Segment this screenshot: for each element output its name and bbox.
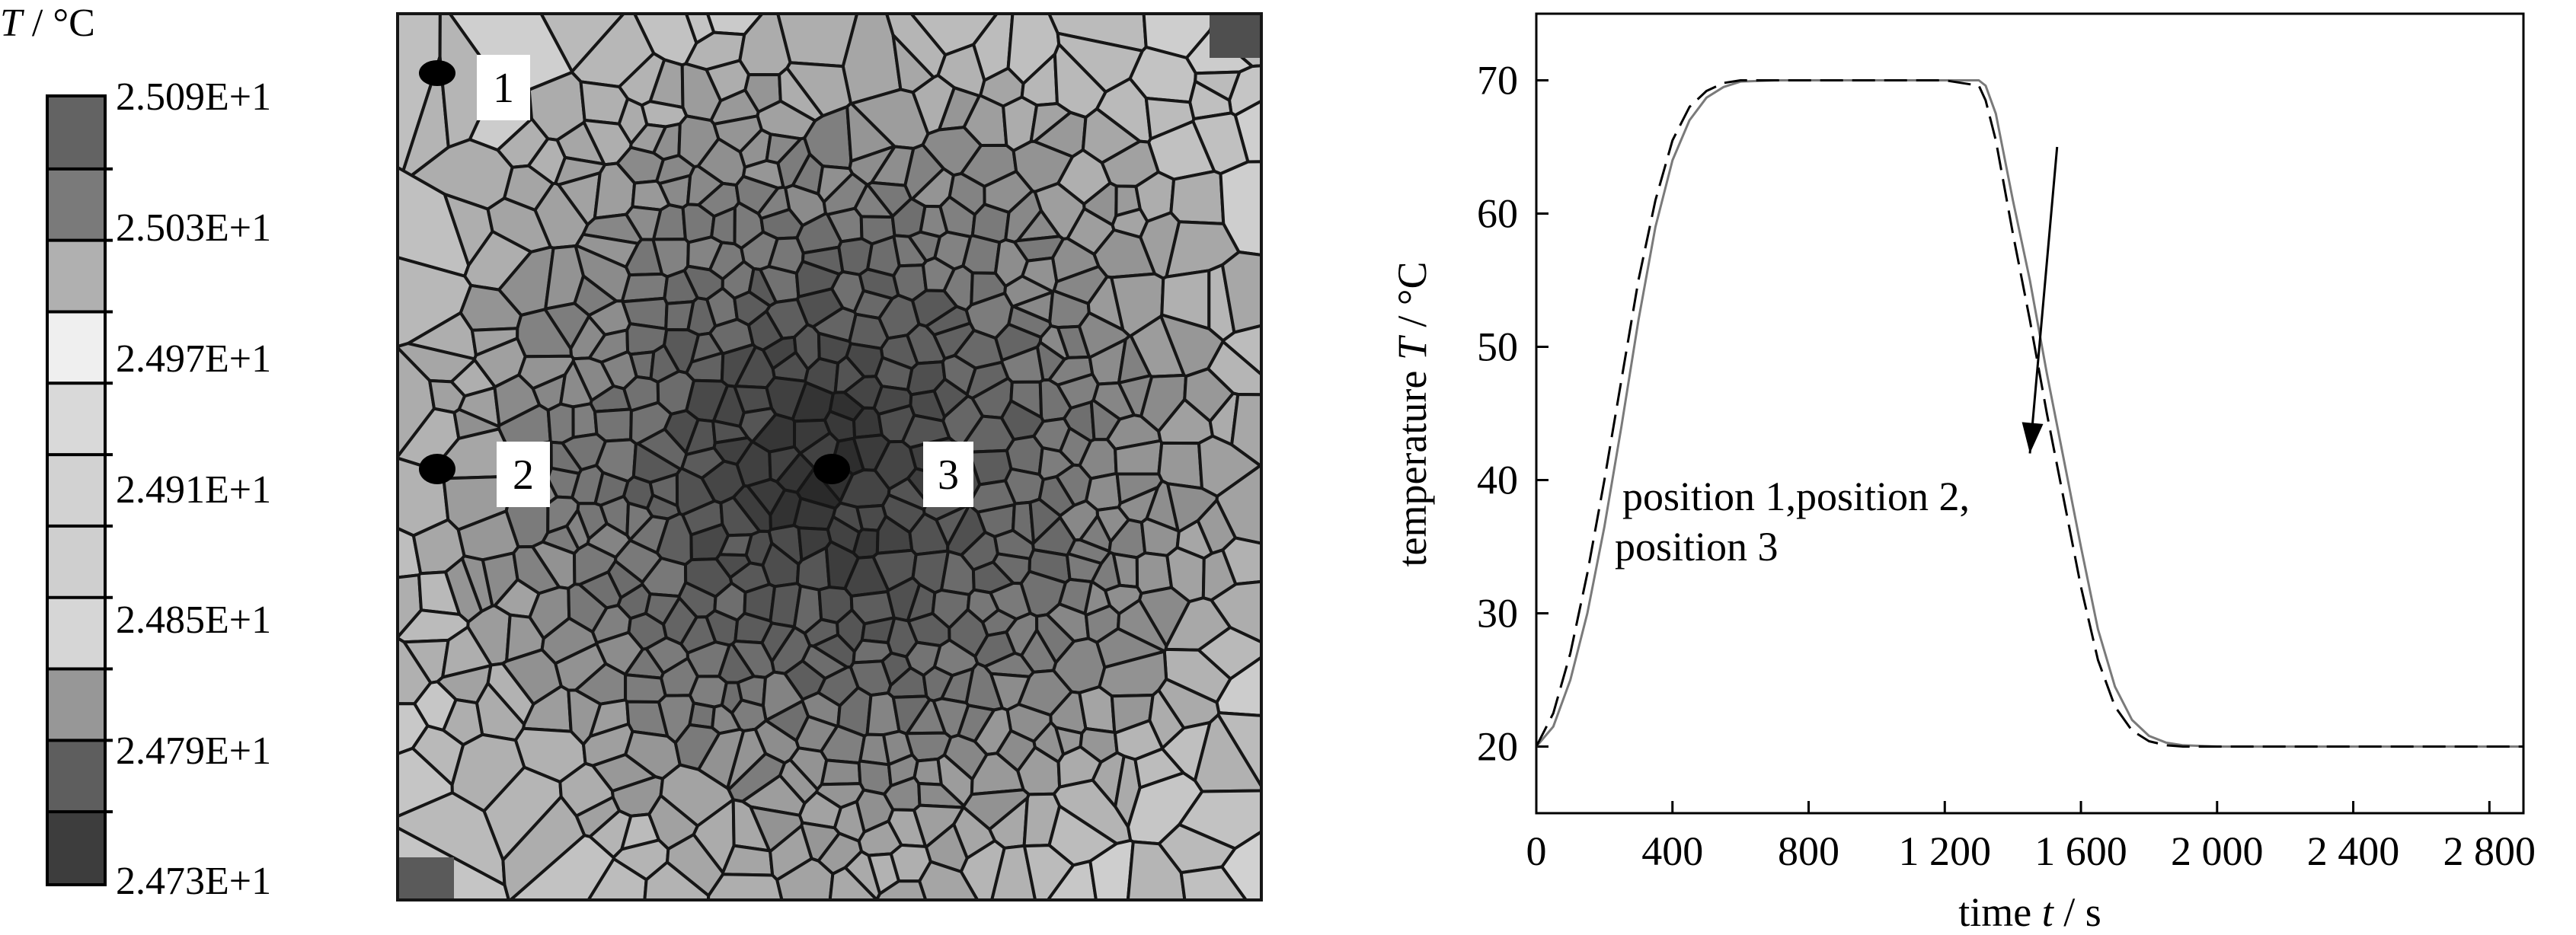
legend-band: [49, 812, 104, 884]
position-2-label-box: [497, 442, 550, 507]
x-axis-label-var: t: [2042, 889, 2055, 935]
grain-cell: [820, 758, 862, 787]
position-3-label-box: [923, 442, 973, 507]
corner-cell: [398, 857, 454, 900]
corner-cell: [1210, 14, 1261, 58]
grain-cell: [1220, 251, 1263, 334]
grain-cell: [1216, 711, 1263, 790]
legend-band: [49, 455, 104, 527]
position-3-label: 3: [938, 452, 959, 499]
x-axis-label: time t / s: [1958, 889, 2101, 935]
legend-title-var: T: [0, 2, 22, 45]
position-1-dot: [419, 60, 455, 86]
annotation-line-2: position 3: [1615, 524, 1779, 570]
plot-frame: [1535, 12, 2525, 815]
y-axis-label-prefix: temperature: [1389, 360, 1435, 566]
y-axis-label-var: T: [1389, 334, 1435, 360]
temperature-time-chart: 0 400 800 1 200 1 600 2 000 2 400 2 800 20 30 40 5…: [1389, 12, 2536, 935]
x-tick-label: 2 000: [2171, 828, 2264, 874]
position-2-label: 2: [513, 452, 534, 499]
grain-cell: [624, 673, 667, 704]
y-tick-label: 30: [1477, 591, 1518, 637]
legend-label: 2.509E+1: [116, 75, 272, 119]
legend-title: T / °C: [0, 0, 175, 47]
y-axis-label-unit: / °C: [1389, 261, 1435, 337]
legend-band: [49, 740, 104, 812]
x-axis-label-unit: / s: [2053, 889, 2101, 935]
grain-cell: [1078, 685, 1117, 734]
y-tick-label: 50: [1477, 324, 1518, 370]
grain-cell: [1169, 169, 1226, 225]
grain-temperature-field: 1 2 3: [396, 12, 1263, 901]
grain-cell: [1179, 865, 1249, 901]
arrow-shaft: [2028, 146, 2059, 454]
legend-band: [49, 525, 104, 598]
grain-cell: [918, 860, 980, 901]
position-1-label-box: [477, 55, 530, 120]
legend-label: 2.479E+1: [116, 729, 272, 773]
series-line-1: [1535, 79, 2523, 748]
legend-band: [49, 168, 104, 241]
legend-band: [49, 240, 104, 312]
legend-label: 2.485E+1: [116, 598, 272, 642]
field-border: [396, 12, 1263, 901]
x-tick-label: 1 200: [1899, 828, 1992, 874]
series-lines: [1535, 79, 2523, 748]
y-tick-label: 70: [1477, 58, 1518, 104]
grain-cell: [706, 873, 784, 901]
y-axis-ticks: 20 30 40 50 60 70: [1477, 58, 1548, 770]
legend-title-unit: / °C: [21, 2, 95, 45]
legend-band: [49, 669, 104, 741]
legend-color-bar: [46, 94, 113, 886]
y-tick-label: 20: [1477, 724, 1518, 770]
legend-band: [49, 383, 104, 455]
position-2-dot: [419, 454, 455, 484]
grain-cell: [714, 553, 752, 579]
arrow-head: [2021, 422, 2044, 454]
annotation-line-1: position 1,position 2,: [1622, 474, 1970, 519]
y-tick-label: 60: [1477, 191, 1518, 237]
x-tick-label: 800: [1778, 828, 1839, 874]
legend-label: 2.497E+1: [116, 337, 272, 381]
legend-label: 2.473E+1: [116, 860, 272, 903]
legend-band: [49, 97, 104, 170]
x-axis-ticks: 0 400 800 1 200 1 600 2 000 2 400 2 800: [1526, 801, 2536, 874]
legend-band: [49, 597, 104, 670]
grain-cell: [571, 402, 599, 439]
x-tick-label: 1 600: [2034, 828, 2127, 874]
x-axis-label-prefix: time: [1958, 889, 2041, 935]
legend-label: 2.503E+1: [116, 206, 272, 250]
grain-cell: [1221, 536, 1263, 586]
y-tick-label: 40: [1477, 458, 1518, 503]
legend-band: [49, 311, 104, 384]
series-line-2: [1535, 79, 2523, 748]
y-axis-label: temperature T / °C: [1389, 261, 1435, 566]
trend-arrow: [2021, 146, 2059, 454]
x-tick-label: 400: [1641, 828, 1703, 874]
grain-cell: [961, 234, 1002, 275]
x-tick-label: 2 400: [2307, 828, 2400, 874]
position-1-label: 1: [493, 65, 514, 112]
x-tick-label: 0: [1526, 828, 1547, 874]
x-tick-label: 2 800: [2443, 828, 2536, 874]
position-3-dot: [813, 454, 850, 484]
legend-label: 2.491E+1: [116, 468, 272, 512]
grain-cell: [546, 402, 575, 445]
